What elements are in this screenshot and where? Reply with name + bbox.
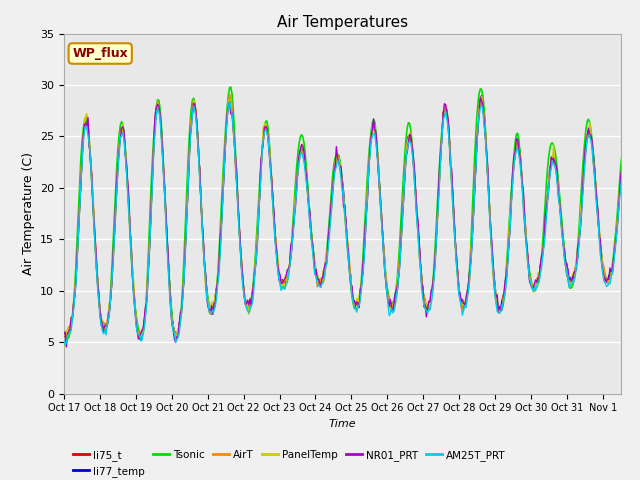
X-axis label: Time: Time [328,419,356,429]
Legend: li75_t, li77_temp, Tsonic, AirT, PanelTemp, NR01_PRT, AM25T_PRT: li75_t, li77_temp, Tsonic, AirT, PanelTe… [69,445,509,480]
Y-axis label: Air Temperature (C): Air Temperature (C) [22,152,35,275]
Text: WP_flux: WP_flux [72,47,128,60]
Title: Air Temperatures: Air Temperatures [277,15,408,30]
